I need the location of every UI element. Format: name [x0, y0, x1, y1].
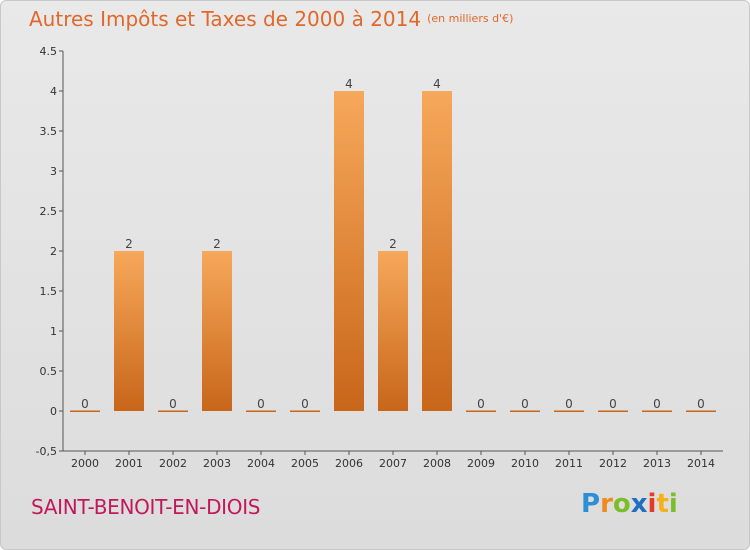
- bar: [202, 251, 232, 411]
- x-tick-label: 2013: [643, 457, 671, 470]
- bar: [422, 91, 452, 411]
- y-tick-label: 2.5: [40, 205, 58, 218]
- y-tick-label: 3: [50, 165, 57, 178]
- bar: [510, 410, 540, 412]
- data-label: 0: [609, 397, 617, 411]
- y-tick-label: 3.5: [40, 125, 58, 138]
- data-label: 0: [169, 397, 177, 411]
- bar: [686, 410, 716, 412]
- data-label: 0: [697, 397, 705, 411]
- y-tick-label: 0: [50, 405, 57, 418]
- x-tick-label: 2012: [599, 457, 627, 470]
- y-tick-label: 2: [50, 245, 57, 258]
- bar: [598, 410, 628, 412]
- commune-name: SAINT-BENOIT-EN-DIOIS: [31, 495, 261, 519]
- bar: [246, 410, 276, 412]
- x-tick-label: 2011: [555, 457, 583, 470]
- proxiti-logo: Proxiti: [581, 489, 678, 519]
- data-label: 0: [521, 397, 529, 411]
- data-label: 0: [565, 397, 573, 411]
- x-tick-label: 2009: [467, 457, 495, 470]
- data-label: 0: [477, 397, 485, 411]
- chart-title-main: Autres Impôts et Taxes de 2000 à 2014: [29, 7, 422, 31]
- x-tick-label: 2014: [687, 457, 715, 470]
- x-tick-label: 2001: [115, 457, 143, 470]
- bar: [290, 410, 320, 412]
- x-tick-label: 2006: [335, 457, 363, 470]
- x-tick-label: 2002: [159, 457, 187, 470]
- bar: [466, 410, 496, 412]
- chart-data-labels: 0 2 0 2 0 0 4 2 4 0 0 0 0 0 0: [81, 77, 705, 411]
- data-label: 4: [433, 77, 441, 91]
- data-label: 2: [125, 237, 133, 251]
- chart-bars: [70, 91, 716, 412]
- data-label: 4: [345, 77, 353, 91]
- y-tick-label: 4.5: [40, 45, 58, 58]
- data-label: 0: [81, 397, 89, 411]
- y-tick-label: 1: [50, 325, 57, 338]
- bar: [158, 410, 188, 412]
- bar: [334, 91, 364, 411]
- x-tick-label: 2007: [379, 457, 407, 470]
- y-tick-label: 4: [50, 85, 57, 98]
- x-tick-label: 2010: [511, 457, 539, 470]
- data-label: 2: [389, 237, 397, 251]
- bar: [378, 251, 408, 411]
- chart-title: Autres Impôts et Taxes de 2000 à 2014 (en…: [29, 7, 513, 31]
- x-tick-label: 2003: [203, 457, 231, 470]
- x-tick-label: 2005: [291, 457, 319, 470]
- bar: [70, 410, 100, 412]
- bar: [114, 251, 144, 411]
- data-label: 0: [301, 397, 309, 411]
- bar: [642, 410, 672, 412]
- y-tick-label: 0.5: [40, 365, 58, 378]
- y-tick-label: 1.5: [40, 285, 58, 298]
- data-label: 0: [257, 397, 265, 411]
- x-tick-label: 2004: [247, 457, 275, 470]
- x-tick-label: 2000: [71, 457, 99, 470]
- data-label: 2: [213, 237, 221, 251]
- y-tick-label: -0,5: [36, 445, 57, 458]
- data-label: 0: [653, 397, 661, 411]
- chart-title-unit: (en milliers d'€): [427, 12, 514, 25]
- bar: [554, 410, 584, 412]
- x-tick-label: 2008: [423, 457, 451, 470]
